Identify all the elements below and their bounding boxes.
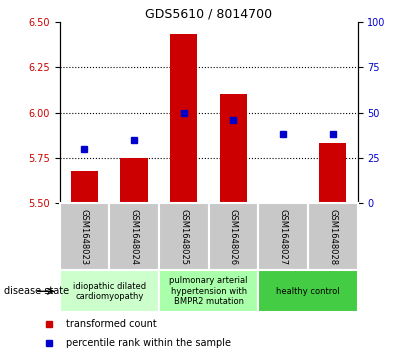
Bar <box>170 34 197 203</box>
Bar <box>159 270 258 312</box>
Bar <box>220 94 247 203</box>
Bar <box>319 143 346 203</box>
Title: GDS5610 / 8014700: GDS5610 / 8014700 <box>145 8 272 21</box>
Text: transformed count: transformed count <box>66 319 157 329</box>
Text: pulmonary arterial
hypertension with
BMPR2 mutation: pulmonary arterial hypertension with BMP… <box>169 276 248 306</box>
Text: GSM1648025: GSM1648025 <box>179 209 188 265</box>
Bar <box>60 203 109 270</box>
Bar <box>109 203 159 270</box>
Text: idiopathic dilated
cardiomyopathy: idiopathic dilated cardiomyopathy <box>73 282 146 301</box>
Text: GSM1648028: GSM1648028 <box>328 209 337 265</box>
Text: GSM1648026: GSM1648026 <box>229 209 238 265</box>
Text: GSM1648027: GSM1648027 <box>279 209 288 265</box>
Text: GSM1648023: GSM1648023 <box>80 209 89 265</box>
Bar <box>60 270 159 312</box>
Text: GSM1648024: GSM1648024 <box>129 209 139 265</box>
Bar <box>258 270 358 312</box>
Bar <box>208 203 258 270</box>
Text: healthy control: healthy control <box>276 287 340 296</box>
Bar <box>159 203 208 270</box>
Bar <box>258 203 308 270</box>
Bar <box>71 171 98 203</box>
Bar <box>308 203 358 270</box>
Text: disease state: disease state <box>4 286 69 296</box>
Bar <box>120 158 148 203</box>
Text: percentile rank within the sample: percentile rank within the sample <box>66 338 231 348</box>
